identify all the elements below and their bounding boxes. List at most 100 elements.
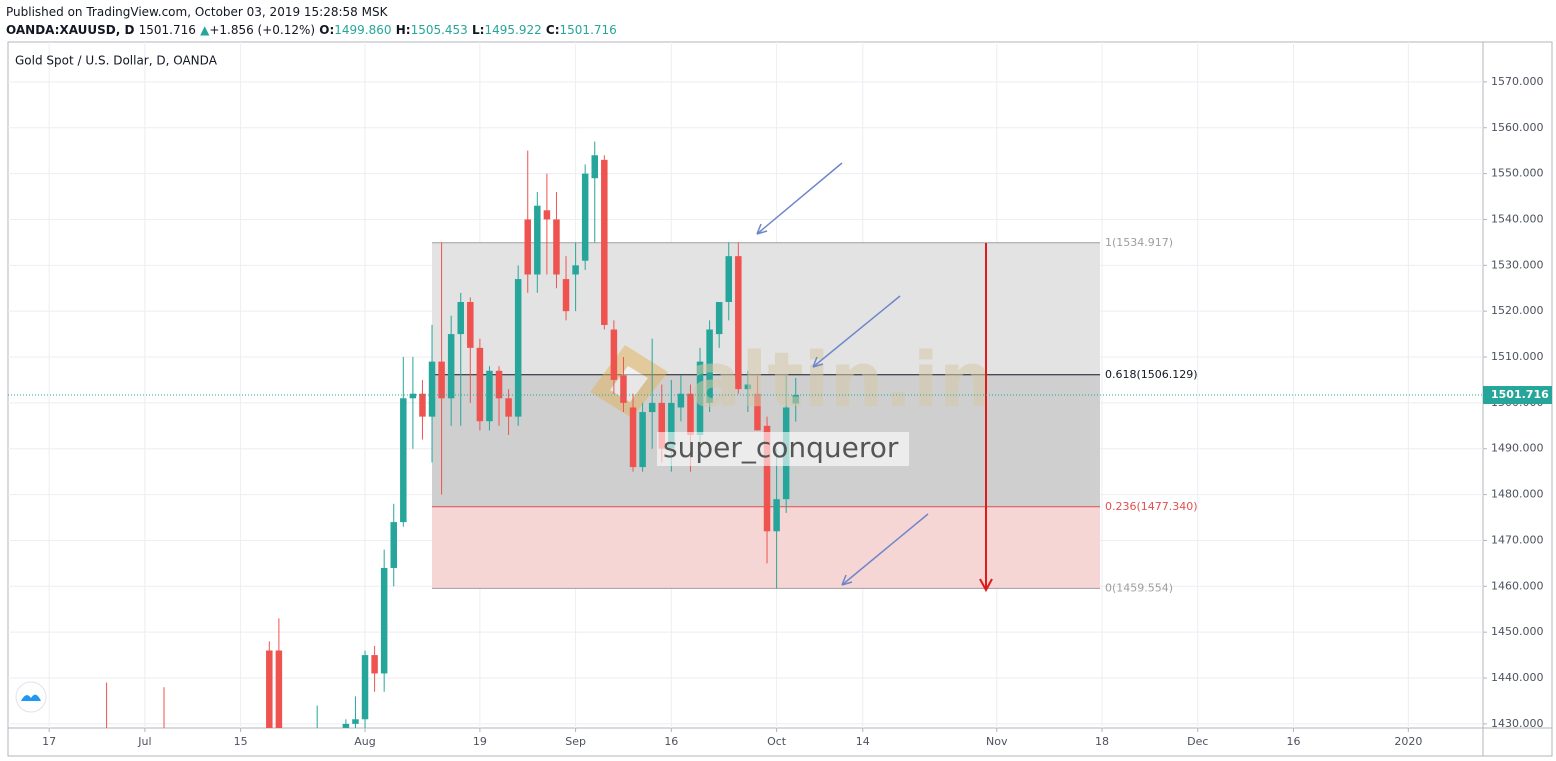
x-tick-label: Nov — [986, 735, 1008, 748]
ohlc-c: C:1501.716 — [546, 23, 617, 37]
candle-body — [763, 425, 771, 532]
x-tick-label: Dec — [1187, 735, 1208, 748]
candle-body — [161, 747, 168, 752]
candle-body — [534, 205, 541, 275]
y-tick-label: 1520.000 — [1491, 304, 1544, 317]
x-tick-label: 16 — [664, 735, 678, 748]
ohlc-h: H:1505.453 — [396, 23, 468, 37]
label: H: — [395, 23, 411, 37]
arrow-head — [812, 356, 824, 368]
x-tick-label: Aug — [354, 735, 375, 748]
candle-body — [581, 173, 589, 261]
x-tick-label: 2020 — [1394, 735, 1422, 748]
chart-title: Gold Spot / U.S. Dollar, D, OANDA — [15, 54, 218, 68]
watermark-bg — [657, 432, 909, 466]
candle-body — [706, 329, 713, 403]
y-tick-label: 1440.000 — [1491, 671, 1544, 684]
candle-body — [352, 719, 359, 724]
candle-body — [495, 370, 503, 399]
candle-body — [648, 402, 656, 413]
candle-body — [428, 361, 436, 417]
arrow-head — [841, 574, 853, 586]
candle-body — [754, 393, 761, 431]
candle-body — [677, 393, 685, 408]
candle-body — [514, 279, 522, 417]
arrow — [812, 295, 901, 368]
y-tick-label: 1530.000 — [1491, 258, 1544, 271]
y-tick-label: 1570.000 — [1491, 75, 1544, 88]
candle-body — [103, 747, 110, 752]
candle-body — [314, 747, 321, 752]
y-tick-label: 1550.000 — [1491, 167, 1544, 180]
candle-body — [553, 219, 560, 275]
candle-body — [629, 407, 637, 468]
candle-body — [342, 723, 350, 728]
arrow-head — [979, 578, 993, 593]
candle-body — [543, 210, 551, 220]
y-tick-label: 1510.000 — [1491, 350, 1544, 363]
candle-body — [792, 395, 800, 404]
x-tick-label: 15 — [234, 735, 248, 748]
x-tick-label: 19 — [473, 735, 487, 748]
tv-button[interactable] — [15, 681, 47, 713]
candle-body — [380, 567, 388, 674]
watermark — [590, 345, 668, 418]
fib-label: 1(1534.917) — [1105, 236, 1173, 249]
value: 1495.922 — [484, 23, 542, 37]
candle-body — [591, 155, 598, 179]
header: Published on TradingView.com, October 03… — [6, 3, 617, 39]
candle-body — [687, 393, 694, 435]
arrow-head — [756, 223, 768, 235]
x-tick-label: 16 — [1286, 735, 1300, 748]
x-tick-label: Sep — [565, 735, 586, 748]
quote-line: OANDA:XAUUSD, D 1501.716 ▲+1.856 (+0.12%… — [6, 21, 617, 39]
symbol: OANDA:XAUUSD, D — [6, 23, 135, 37]
candle-body — [639, 412, 646, 468]
ohlc-o: O:1499.860 — [319, 23, 391, 37]
candle-body — [773, 499, 780, 532]
label: C: — [545, 23, 560, 37]
candle-body — [457, 302, 464, 335]
fib-label: 0.236(1477.340) — [1105, 500, 1198, 513]
candle-body — [400, 398, 407, 523]
x-tick-label: 18 — [1095, 735, 1109, 748]
y-tick-label: 1540.000 — [1491, 212, 1544, 225]
value: 1505.453 — [410, 23, 468, 37]
annotations — [756, 162, 929, 586]
candle-body — [447, 334, 455, 399]
y-tick-label: 1430.000 — [1491, 717, 1544, 730]
red-arrow — [979, 243, 993, 593]
candle-body — [467, 302, 474, 348]
label: O: — [319, 23, 335, 37]
x-tick-label: Oct — [767, 735, 787, 748]
candle-body — [409, 393, 417, 399]
candle-body — [601, 159, 608, 325]
fib-label: 0(1459.554) — [1105, 581, 1173, 594]
candle-body — [668, 402, 675, 449]
close: 1501.716 — [138, 23, 196, 37]
x-tick-label: Jul — [137, 735, 151, 748]
last-price-label: 1501.716 — [1491, 388, 1549, 401]
candle-body — [419, 393, 426, 417]
candle-body — [361, 655, 369, 720]
logo-button[interactable] — [15, 681, 47, 713]
candle-body — [505, 398, 512, 417]
watermark-logo-text: altin.in — [690, 335, 993, 424]
up-arrow: ▲ — [200, 23, 210, 37]
label: L: — [472, 23, 485, 37]
watermark-text: altin.in super_conqueror — [657, 335, 993, 466]
candle-body — [658, 402, 665, 449]
candle-body — [266, 650, 273, 728]
candle-body — [610, 329, 618, 380]
candle-body — [735, 256, 742, 390]
y-tick-label: 1560.000 — [1491, 121, 1544, 134]
y-tick-label: 1470.000 — [1491, 533, 1544, 546]
watermark-user: super_conqueror — [663, 431, 899, 464]
y-tick-label: 1460.000 — [1491, 579, 1544, 592]
ohlc-l: L:1495.922 — [472, 23, 542, 37]
y-tick-label: 1480.000 — [1491, 488, 1544, 501]
value: 1499.860 — [334, 23, 392, 37]
published: Published on TradingView.com, October 03… — [6, 5, 388, 19]
